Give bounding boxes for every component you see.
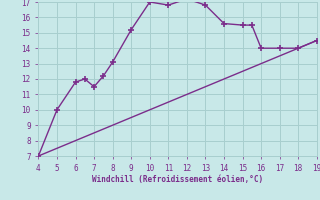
X-axis label: Windchill (Refroidissement éolien,°C): Windchill (Refroidissement éolien,°C) xyxy=(92,175,263,184)
